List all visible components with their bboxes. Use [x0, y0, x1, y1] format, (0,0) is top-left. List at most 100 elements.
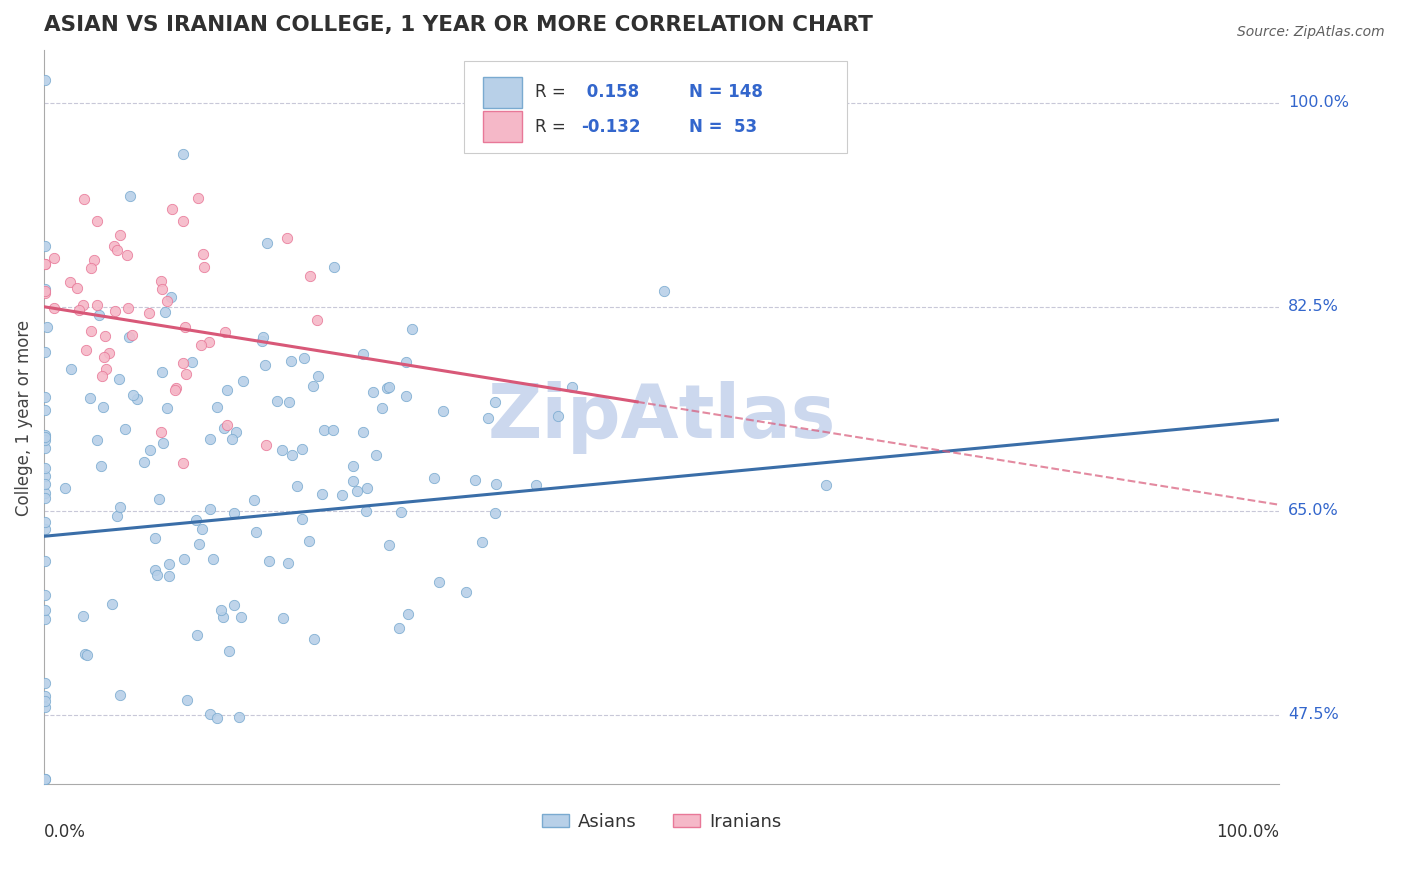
Point [120, 188, 142, 202]
Point [83, 253, 105, 268]
Point [76, 648, 98, 662]
FancyBboxPatch shape [464, 62, 846, 153]
Point [212, 421, 235, 435]
Point [34, 612, 56, 626]
Point [105, 508, 128, 523]
Point [73, 192, 96, 206]
Point [80, 261, 103, 276]
Point [34, 286, 56, 301]
Point [138, 306, 160, 320]
Text: 0.158: 0.158 [582, 83, 640, 102]
Point [231, 610, 253, 624]
Point [156, 401, 179, 416]
Point [143, 563, 166, 577]
Point [34, 257, 56, 271]
Point [814, 478, 837, 492]
Point [388, 621, 411, 635]
Point [34, 442, 56, 456]
Point [34, 515, 56, 529]
Point [302, 378, 325, 392]
Point [186, 513, 208, 527]
Point [174, 319, 197, 334]
Point [401, 322, 423, 336]
Point [378, 538, 401, 552]
Point [165, 383, 187, 397]
Point [80, 324, 103, 338]
Point [34, 256, 56, 270]
Text: 65.0%: 65.0% [1288, 503, 1339, 518]
Point [101, 597, 124, 611]
Point [287, 479, 309, 493]
Point [44, 251, 66, 265]
Point [96, 362, 118, 376]
Point [252, 330, 274, 344]
Text: Source: ZipAtlas.com: Source: ZipAtlas.com [1237, 25, 1385, 39]
Point [354, 504, 377, 518]
Point [34, 460, 56, 475]
Point [232, 375, 254, 389]
Point [34, 588, 56, 602]
Point [125, 392, 148, 407]
Point [342, 475, 364, 489]
Point [277, 395, 299, 409]
Point [72, 298, 94, 312]
Point [188, 537, 211, 551]
Point [115, 248, 138, 262]
Point [299, 268, 322, 283]
Point [253, 359, 276, 373]
Point [86, 298, 108, 312]
Point [110, 228, 132, 243]
Point [377, 381, 399, 395]
Point [91, 368, 114, 383]
Point [94, 328, 117, 343]
Point [214, 325, 236, 339]
Point [34, 239, 56, 253]
Point [174, 367, 197, 381]
Point [181, 354, 204, 368]
Point [42, 301, 65, 315]
Point [150, 425, 173, 440]
FancyBboxPatch shape [482, 77, 522, 108]
Point [143, 531, 166, 545]
Text: N = 148: N = 148 [689, 83, 763, 102]
Point [160, 202, 183, 216]
Text: ASIAN VS IRANIAN COLLEGE, 1 YEAR OR MORE CORRELATION CHART: ASIAN VS IRANIAN COLLEGE, 1 YEAR OR MORE… [44, 15, 873, 35]
Point [34, 284, 56, 298]
Point [432, 404, 454, 418]
Point [90, 458, 112, 473]
Point [186, 628, 208, 642]
Point [157, 568, 180, 582]
Text: ZipAtlas: ZipAtlas [488, 381, 837, 454]
Point [271, 611, 294, 625]
Point [79, 392, 101, 406]
Point [202, 552, 225, 566]
Point [242, 493, 264, 508]
Point [524, 478, 547, 492]
Point [389, 505, 412, 519]
Point [222, 506, 245, 520]
Point [266, 394, 288, 409]
Text: R =: R = [534, 118, 571, 136]
Point [108, 372, 131, 386]
Point [165, 380, 187, 394]
Text: N =  53: N = 53 [689, 118, 756, 136]
Point [34, 772, 56, 786]
Point [271, 443, 294, 458]
Point [176, 693, 198, 707]
Text: 0.0%: 0.0% [44, 823, 86, 841]
Point [34, 469, 56, 483]
Point [172, 147, 194, 161]
Point [378, 379, 401, 393]
Point [67, 302, 90, 317]
Point [132, 455, 155, 469]
Point [225, 425, 247, 439]
Point [280, 448, 302, 462]
Text: R =: R = [534, 83, 571, 102]
Point [191, 522, 214, 536]
Point [34, 522, 56, 536]
Point [395, 355, 418, 369]
Point [34, 282, 56, 296]
Point [304, 632, 326, 646]
Point [276, 231, 298, 245]
Point [277, 556, 299, 570]
